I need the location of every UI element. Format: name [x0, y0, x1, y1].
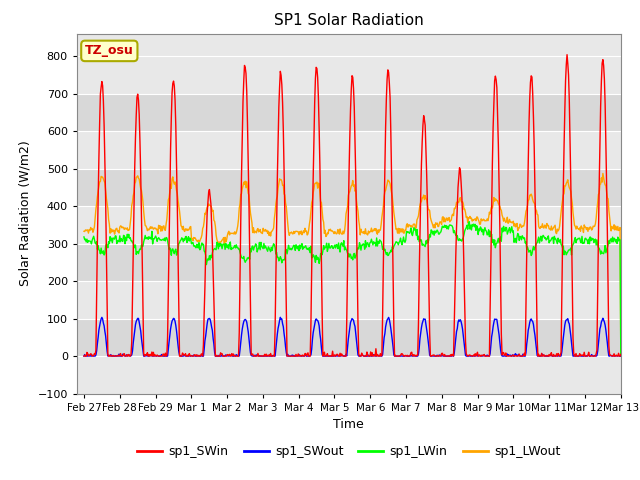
Bar: [77, 168, 621, 206]
Bar: [77, 319, 621, 356]
Bar: [77, 206, 621, 243]
Bar: [77, 94, 621, 131]
Bar: [77, 281, 621, 319]
Bar: [77, 243, 621, 281]
Legend: sp1_SWin, sp1_SWout, sp1_LWin, sp1_LWout: sp1_SWin, sp1_SWout, sp1_LWin, sp1_LWout: [132, 440, 565, 463]
Y-axis label: Solar Radiation (W/m2): Solar Radiation (W/m2): [19, 141, 32, 287]
Bar: [77, 131, 621, 168]
Bar: [77, 56, 621, 94]
X-axis label: Time: Time: [333, 418, 364, 431]
Text: TZ_osu: TZ_osu: [85, 44, 134, 58]
Title: SP1 Solar Radiation: SP1 Solar Radiation: [274, 13, 424, 28]
Bar: [77, 356, 621, 394]
